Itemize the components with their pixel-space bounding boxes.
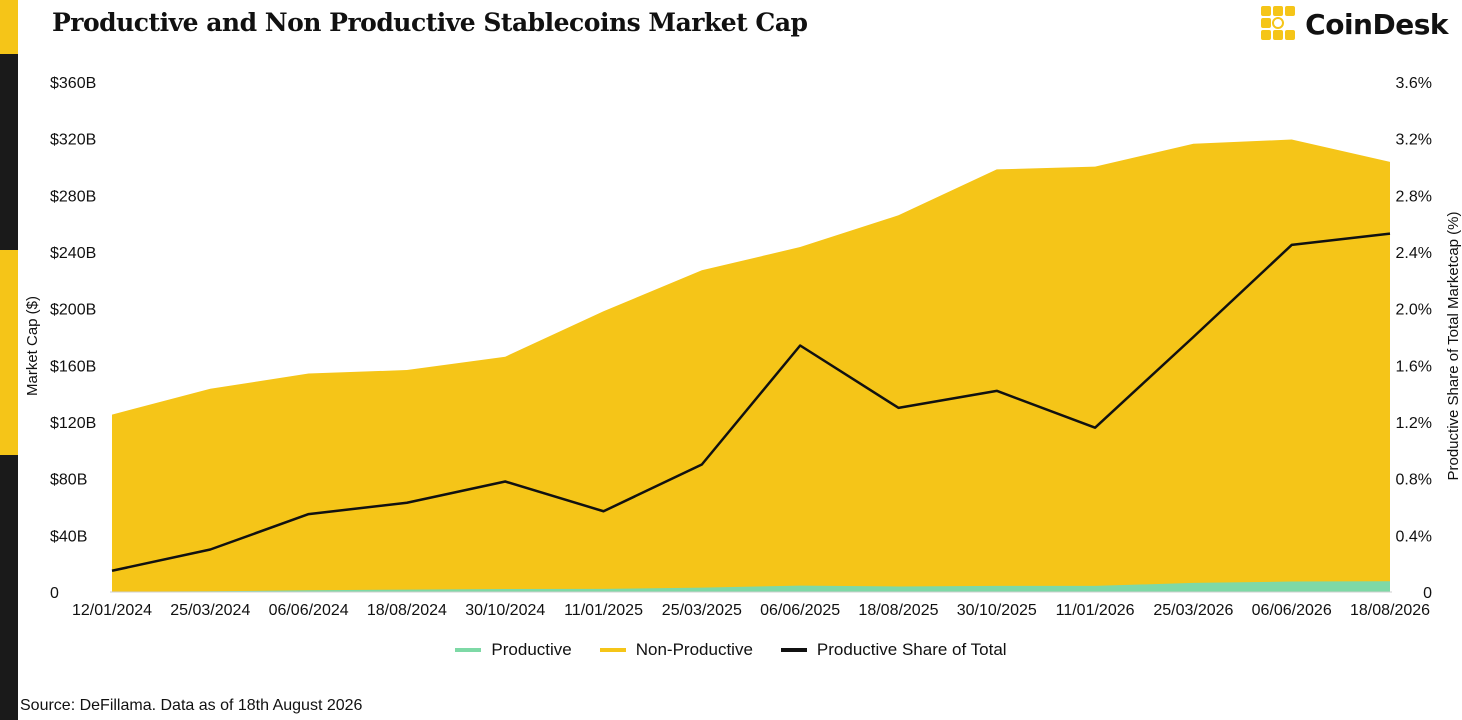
chart-areas xyxy=(112,139,1390,592)
x-tick-label: 30/10/2025 xyxy=(957,602,1037,619)
right-tick-label: 2.4% xyxy=(1396,245,1432,262)
left-tick-label: $40B xyxy=(50,528,87,545)
x-tick-label: 25/03/2024 xyxy=(170,602,250,619)
right-tick-label: 2.0% xyxy=(1396,302,1432,319)
left-axis-title: Market Cap ($) xyxy=(24,296,41,396)
non-productive-area xyxy=(112,139,1390,592)
x-tick-label: 25/03/2026 xyxy=(1153,602,1233,619)
chart-title: Productive and Non Productive Stablecoin… xyxy=(52,8,808,37)
left-tick-label: $200B xyxy=(50,302,96,319)
x-tick-label: 11/01/2026 xyxy=(1056,602,1135,619)
chart-legend: Productive Non-Productive Productive Sha… xyxy=(0,640,1462,660)
share-line-layer xyxy=(111,232,1391,572)
left-tick-label: $160B xyxy=(50,358,96,375)
legend-item-productive: Productive xyxy=(455,640,572,660)
x-tick-label: 18/08/2025 xyxy=(858,602,938,619)
legend-label-share: Productive Share of Total xyxy=(816,640,1007,659)
source-note: Source: DeFillama. Data as of 18th Augus… xyxy=(20,697,363,714)
legend-item-share: Productive Share of Total xyxy=(780,640,1007,660)
x-tick-label: 18/08/2024 xyxy=(367,602,447,619)
legend-item-non-productive: Non-Productive xyxy=(599,640,753,660)
coindesk-logo-text: CoinDesk xyxy=(1305,7,1448,41)
x-tick-label: 11/01/2025 xyxy=(564,602,643,619)
left-tick-label: $360B xyxy=(50,75,96,92)
right-tick-label: 0 xyxy=(1423,585,1432,602)
right-axis-ticks: 0 0.4% 0.8% 1.2% 1.6% 2.0% 2.4% 2.8% 3.2% 3.6% xyxy=(1396,75,1433,602)
right-tick-label: 2.8% xyxy=(1396,188,1432,205)
right-tick-label: 3.2% xyxy=(1396,132,1432,149)
x-tick-label: 18/08/2026 xyxy=(1350,602,1430,619)
right-axis-title: Productive Share of Total Marketcap (%) xyxy=(1445,211,1462,480)
left-accent-bar xyxy=(0,0,18,720)
right-tick-label: 3.6% xyxy=(1396,75,1432,92)
left-tick-label: $280B xyxy=(50,188,96,205)
left-accent-yellow-mid xyxy=(0,250,18,455)
legend-label-productive: Productive xyxy=(491,640,572,659)
left-tick-label: $120B xyxy=(50,415,96,432)
x-tick-label: 25/03/2025 xyxy=(662,602,742,619)
right-tick-label: 1.2% xyxy=(1396,415,1432,432)
x-tick-label: 06/06/2026 xyxy=(1252,602,1332,619)
left-tick-label: $240B xyxy=(50,245,96,262)
legend-swatch-non-productive xyxy=(599,648,626,652)
legend-swatch-productive xyxy=(455,648,482,652)
left-accent-yellow-top xyxy=(0,0,18,54)
productive-area xyxy=(112,581,1390,592)
x-tick-label: 30/10/2024 xyxy=(465,602,545,619)
left-tick-label: 0 xyxy=(50,585,59,602)
left-tick-label: $80B xyxy=(50,472,87,489)
legend-label-non-productive: Non-Productive xyxy=(635,640,753,659)
x-tick-label: 06/06/2024 xyxy=(269,602,349,619)
left-axis-ticks: 0 $40B $80B $120B $160B $200B $240B $280B $320B $… xyxy=(50,75,96,602)
chart-svg: 0 $40B $80B $120B $160B $200B $240B $280B $320B $… xyxy=(24,75,1462,619)
right-tick-label: 1.6% xyxy=(1396,358,1432,375)
productive-share-line xyxy=(111,232,1391,572)
legend-swatch-share xyxy=(780,648,807,652)
left-tick-label: $320B xyxy=(50,132,96,149)
x-tick-label: 12/01/2024 xyxy=(72,602,152,619)
right-tick-label: 0.8% xyxy=(1396,472,1432,489)
coindesk-logo: CoinDesk xyxy=(1259,4,1448,44)
coindesk-logo-icon xyxy=(1261,6,1296,40)
x-tick-label: 06/06/2025 xyxy=(760,602,840,619)
x-axis-ticks: 12/01/2024 25/03/2024 06/06/2024 18/08/2024… xyxy=(72,602,1430,619)
right-tick-label: 0.4% xyxy=(1396,528,1432,545)
